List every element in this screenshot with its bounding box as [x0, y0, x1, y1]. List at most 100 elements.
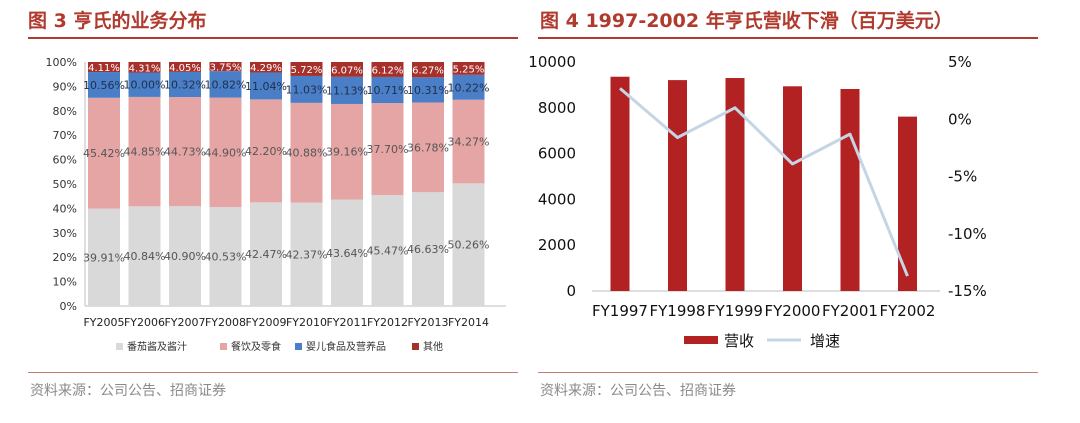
- revenue-bar: [898, 116, 917, 291]
- right-x-tick-label: FY1999: [707, 302, 763, 320]
- right-title-rule: [538, 37, 1038, 39]
- bar-data-label: 5.25%: [453, 64, 485, 75]
- left-x-tick-label: FY2008: [205, 316, 246, 329]
- bar-data-label: 43.64%: [326, 247, 368, 260]
- bar-data-label: 40.90%: [164, 250, 206, 263]
- left-x-tick-label: FY2009: [245, 316, 286, 329]
- bar-data-label: 6.27%: [412, 66, 444, 77]
- left-x-tick-label: FY2014: [448, 316, 489, 329]
- right-chart-title: 图 4 1997-2002 年亨氏营收下滑（百万美元）: [540, 10, 953, 32]
- right-right-axis-tick-label: -15%: [948, 282, 987, 300]
- left-y-tick-label: 50%: [53, 178, 77, 191]
- left-chart-title: 图 3 亨氏的业务分布: [28, 10, 207, 32]
- bar-data-label: 11.04%: [245, 80, 287, 93]
- stacked-bar-segment: [88, 72, 120, 98]
- bar-data-label: 37.70%: [367, 143, 409, 156]
- stacked-bar-segment: [209, 207, 242, 306]
- right-x-tick-label: FY2000: [765, 302, 821, 320]
- left-legend-swatch: [412, 343, 419, 350]
- right-x-tick-label: FY2002: [880, 302, 936, 320]
- right-x-tick-label: FY2001: [822, 302, 878, 320]
- revenue-bar: [610, 76, 630, 291]
- left-x-tick-label: FY2013: [407, 316, 448, 329]
- stacked-bar-segment: [128, 72, 161, 97]
- bar-data-label: 44.85%: [124, 146, 166, 159]
- bar-data-label: 11.03%: [286, 83, 328, 96]
- left-legend-label: 婴儿食品及营养品: [306, 340, 386, 353]
- left-legend-label: 其他: [423, 340, 443, 353]
- bar-data-label: 46.63%: [407, 243, 449, 256]
- stacked-bar-segment: [169, 71, 201, 98]
- stacked-bar-segment: [452, 99, 485, 184]
- bar-data-label: 6.12%: [372, 65, 404, 76]
- right-left-axis-tick-label: 0: [566, 282, 576, 300]
- stacked-bar-segment: [88, 208, 120, 306]
- right-legend-bar-swatch: [684, 336, 718, 344]
- bar-data-label: 34.27%: [448, 136, 490, 149]
- bar-data-label: 42.47%: [245, 248, 287, 261]
- bar-data-label: 44.73%: [164, 146, 206, 159]
- stacked-bar-segment: [371, 76, 404, 104]
- stacked-bar-segment: [371, 103, 404, 196]
- bar-data-label: 40.84%: [124, 250, 166, 263]
- bar-data-label: 10.56%: [83, 79, 125, 92]
- stacked-bar-segment: [331, 103, 363, 200]
- bar-data-label: 5.72%: [291, 65, 323, 76]
- stacked-bar-segment: [88, 62, 120, 73]
- left-y-tick-label: 30%: [53, 227, 77, 240]
- stacked-bar-segment: [169, 206, 201, 306]
- bar-data-label: 10.82%: [205, 78, 247, 91]
- left-source-note: 资料来源：公司公告、招商证券: [30, 383, 226, 399]
- stacked-bar-segment: [209, 71, 242, 98]
- left-source-rule: [28, 372, 518, 373]
- bar-data-label: 10.31%: [407, 84, 449, 97]
- right-source-note: 资料来源：公司公告、招商证券: [540, 383, 736, 399]
- left-legend-label: 餐饮及零食: [231, 340, 281, 353]
- left-x-tick-label: FY2005: [83, 316, 124, 329]
- stacked-bar-segment: [412, 77, 444, 103]
- left-legend-swatch: [116, 343, 123, 350]
- stacked-bar-segment: [290, 202, 323, 306]
- left-y-tick-label: 60%: [53, 154, 77, 167]
- right-x-tick-label: FY1997: [592, 302, 648, 320]
- left-x-tick-label: FY2012: [367, 316, 408, 329]
- bar-data-label: 44.90%: [205, 146, 247, 159]
- left-y-tick-label: 70%: [53, 129, 77, 142]
- stacked-bar-segment: [331, 199, 363, 306]
- left-y-tick-label: 90%: [53, 80, 77, 93]
- left-x-tick-label: FY2010: [286, 316, 327, 329]
- left-y-tick-label: 20%: [53, 251, 77, 264]
- bar-data-label: 4.11%: [88, 63, 120, 74]
- right-x-tick-label: FY1998: [650, 302, 706, 320]
- stacked-bar-segment: [331, 62, 363, 77]
- right-left-axis-tick-label: 6000: [538, 145, 576, 163]
- stacked-bar-segment: [169, 97, 201, 207]
- bar-data-label: 4.29%: [250, 63, 282, 74]
- stacked-bar-segment: [88, 97, 120, 209]
- right-right-axis-tick-label: 0%: [948, 110, 972, 128]
- bar-data-label: 10.32%: [164, 78, 206, 91]
- right-legend-bar-label: 营收: [724, 332, 754, 350]
- bar-data-label: 45.42%: [83, 147, 125, 160]
- bar-data-label: 50.26%: [448, 239, 490, 252]
- stacked-bar-segment: [290, 75, 323, 103]
- bar-data-label: 11.13%: [326, 84, 368, 97]
- right-right-axis-tick-label: 5%: [948, 53, 972, 71]
- left-x-tick-label: FY2011: [326, 316, 367, 329]
- stacked-bar-segment: [209, 62, 242, 72]
- stacked-bar-segment: [412, 192, 444, 306]
- bar-data-label: 39.16%: [326, 146, 368, 159]
- stacked-bar-segment: [209, 97, 242, 208]
- stacked-bar-segment: [250, 99, 282, 203]
- stacked-bar-segment: [412, 62, 444, 78]
- bar-data-label: 40.88%: [286, 147, 328, 160]
- right-left-axis-tick-label: 4000: [538, 190, 576, 208]
- revenue-bar: [783, 86, 802, 291]
- bar-data-label: 10.71%: [367, 84, 409, 97]
- bar-data-label: 40.53%: [205, 251, 247, 264]
- left-legend-swatch: [295, 343, 302, 350]
- stacked-bar-segment: [250, 202, 282, 306]
- stacked-bar-segment: [452, 62, 485, 75]
- right-left-axis-tick-label: 2000: [538, 236, 576, 254]
